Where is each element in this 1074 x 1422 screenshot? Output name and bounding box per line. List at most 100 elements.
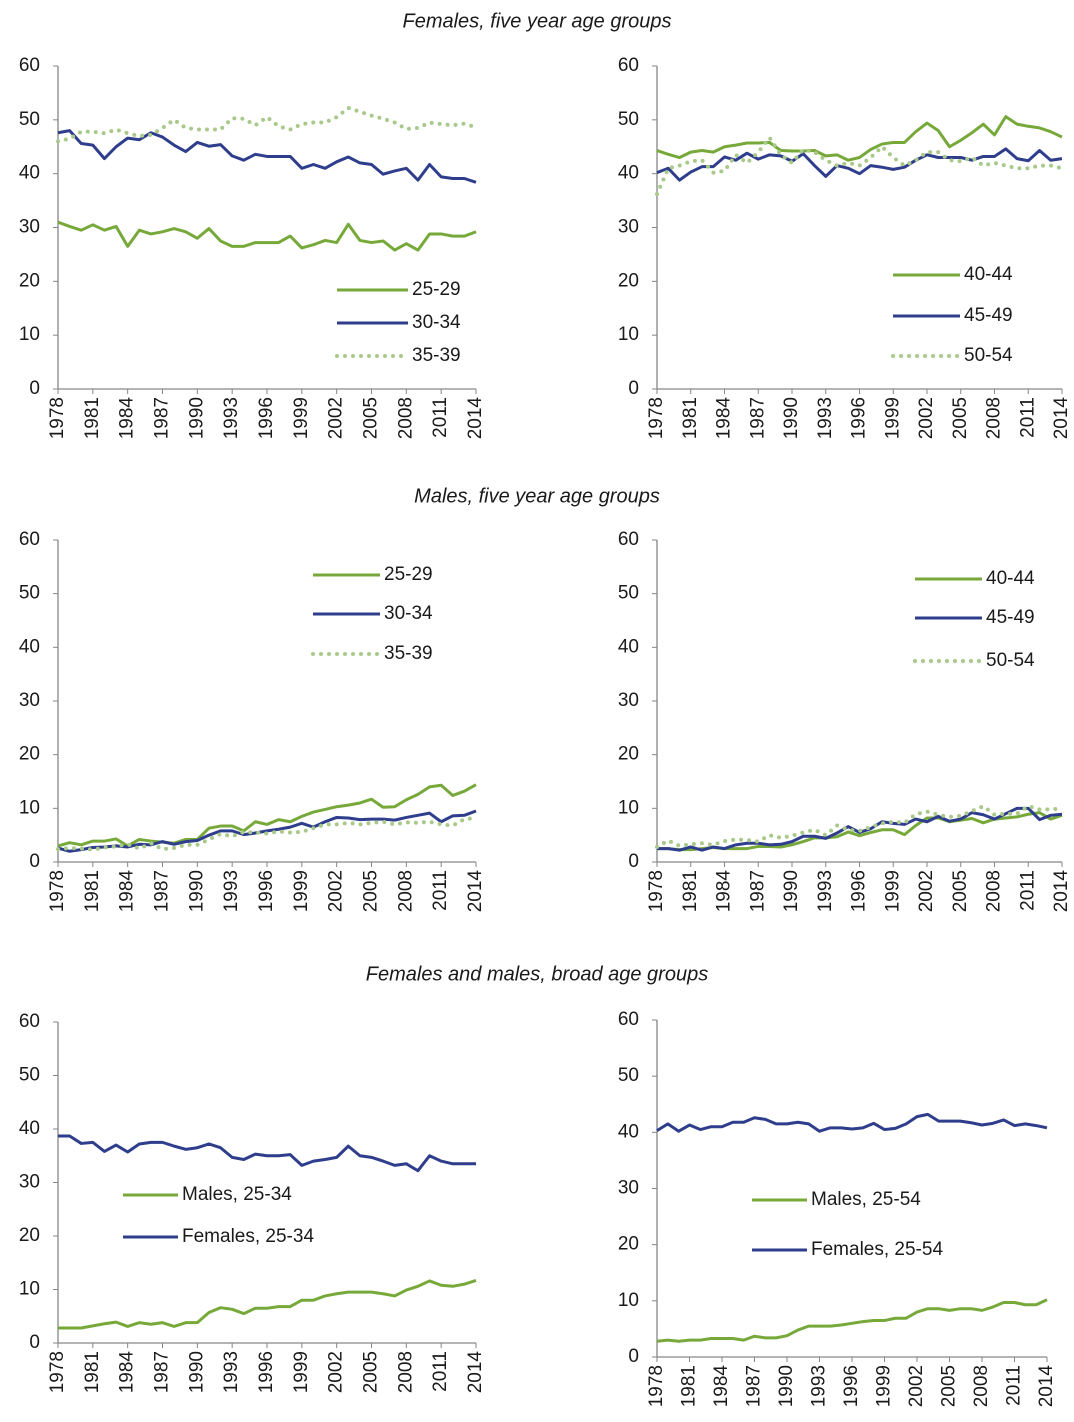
x-tick-label: 2011 bbox=[430, 870, 451, 911]
x-tick-label: 2002 bbox=[906, 1365, 927, 1407]
y-tick-label: 60 bbox=[19, 55, 40, 76]
series-line bbox=[656, 147, 1063, 182]
y-tick-label: 10 bbox=[618, 1290, 639, 1311]
legend-label: Females, 25-34 bbox=[182, 1226, 314, 1247]
legend-label: 30-34 bbox=[384, 603, 433, 624]
x-tick-label: 1981 bbox=[82, 870, 103, 912]
series-line bbox=[57, 809, 477, 853]
x-tick-label: 1993 bbox=[815, 870, 836, 912]
y-tick-label: 60 bbox=[618, 529, 639, 550]
x-tick-label: 2005 bbox=[939, 1365, 960, 1407]
x-tick-label: 2008 bbox=[971, 1365, 992, 1407]
series-line bbox=[655, 804, 1064, 849]
x-tick-label: 1999 bbox=[874, 1365, 895, 1407]
x-tick-label: 1978 bbox=[646, 870, 667, 912]
series-line bbox=[57, 220, 477, 252]
y-tick-label: 50 bbox=[19, 109, 40, 130]
x-tick-label: 2005 bbox=[361, 397, 382, 439]
legend-label: 35-39 bbox=[412, 345, 461, 366]
x-tick-label: 1999 bbox=[882, 397, 903, 439]
y-tick-label: 50 bbox=[618, 109, 639, 130]
y-tick-label: 60 bbox=[618, 1009, 639, 1030]
x-tick-label: 1978 bbox=[47, 397, 68, 439]
x-tick-label: 1987 bbox=[152, 397, 173, 439]
x-tick-label: 1987 bbox=[747, 397, 768, 439]
x-tick-label: 2008 bbox=[395, 870, 416, 912]
x-tick-label: 1981 bbox=[680, 397, 701, 439]
legend-label: 45-49 bbox=[986, 607, 1035, 628]
x-tick-label: 1981 bbox=[679, 1365, 700, 1407]
y-tick-label: 0 bbox=[29, 1332, 40, 1353]
x-tick-label: 1999 bbox=[291, 397, 312, 439]
section-title: Females and males, broad age groups bbox=[366, 963, 708, 985]
legend-label: 50-54 bbox=[964, 345, 1013, 366]
y-tick-label: 40 bbox=[19, 1118, 40, 1139]
x-tick-label: 1978 bbox=[47, 1351, 68, 1393]
y-tick-label: 30 bbox=[618, 1178, 639, 1199]
x-tick-label: 2002 bbox=[916, 870, 937, 912]
x-tick-label: 2002 bbox=[326, 397, 347, 439]
x-tick-label: 2011 bbox=[430, 1351, 451, 1392]
y-tick-label: 10 bbox=[618, 324, 639, 345]
legend-label: 40-44 bbox=[986, 568, 1035, 589]
legend-label: 30-34 bbox=[412, 312, 461, 333]
legend-label: 45-49 bbox=[964, 305, 1013, 326]
x-tick-label: 1984 bbox=[714, 397, 735, 440]
x-tick-label: 1990 bbox=[781, 397, 802, 439]
series-line bbox=[56, 105, 478, 144]
x-tick-label: 1984 bbox=[117, 1351, 138, 1394]
y-tick-label: 20 bbox=[618, 744, 639, 765]
x-tick-label: 1999 bbox=[882, 870, 903, 912]
y-tick-label: 40 bbox=[618, 1121, 639, 1142]
y-tick-label: 10 bbox=[19, 1279, 40, 1300]
x-tick-label: 2011 bbox=[1017, 870, 1038, 911]
x-tick-label: 1999 bbox=[291, 1351, 312, 1393]
section-title: Males, five year age groups bbox=[414, 485, 660, 507]
x-tick-label: 1981 bbox=[680, 870, 701, 912]
series-line bbox=[58, 1134, 476, 1173]
x-tick-label: 1996 bbox=[849, 870, 870, 912]
y-tick-label: 40 bbox=[19, 163, 40, 184]
x-tick-label: 1990 bbox=[186, 1351, 207, 1393]
series-line bbox=[56, 815, 478, 852]
y-tick-label: 30 bbox=[618, 217, 639, 238]
series-line bbox=[57, 129, 477, 184]
x-tick-label: 1984 bbox=[117, 397, 138, 440]
x-tick-label: 1984 bbox=[117, 870, 138, 913]
x-tick-label: 2014 bbox=[1051, 397, 1072, 440]
x-tick-label: 1993 bbox=[221, 870, 242, 912]
y-tick-label: 20 bbox=[618, 270, 639, 291]
x-tick-label: 1987 bbox=[152, 870, 173, 912]
x-tick-label: 1990 bbox=[186, 397, 207, 439]
x-tick-label: 1993 bbox=[221, 397, 242, 439]
legend-label: Males, 25-34 bbox=[182, 1184, 292, 1205]
y-tick-label: 50 bbox=[19, 583, 40, 604]
x-tick-label: 1978 bbox=[646, 397, 667, 439]
legend-label: 40-44 bbox=[964, 264, 1013, 285]
x-tick-label: 2011 bbox=[1004, 1365, 1025, 1406]
x-tick-label: 2005 bbox=[361, 870, 382, 912]
x-tick-label: 1990 bbox=[186, 870, 207, 912]
x-tick-label: 1993 bbox=[221, 1351, 242, 1393]
x-tick-label: 2005 bbox=[361, 1351, 382, 1393]
y-tick-label: 10 bbox=[19, 324, 40, 345]
y-tick-label: 30 bbox=[19, 217, 40, 238]
y-tick-label: 50 bbox=[618, 583, 639, 604]
x-tick-label: 1996 bbox=[849, 397, 870, 439]
x-tick-label: 1984 bbox=[714, 870, 735, 913]
x-tick-label: 2014 bbox=[1051, 870, 1072, 913]
x-tick-label: 1996 bbox=[256, 870, 277, 912]
x-tick-label: 2014 bbox=[465, 870, 486, 913]
x-tick-label: 1990 bbox=[781, 870, 802, 912]
series-line bbox=[655, 135, 1064, 197]
y-tick-label: 0 bbox=[628, 851, 639, 872]
x-tick-label: 2002 bbox=[326, 1351, 347, 1393]
y-tick-label: 60 bbox=[19, 529, 40, 550]
x-tick-label: 1984 bbox=[711, 1365, 732, 1408]
x-tick-label: 1978 bbox=[47, 870, 68, 912]
y-tick-label: 20 bbox=[19, 744, 40, 765]
y-tick-label: 40 bbox=[618, 636, 639, 657]
x-tick-label: 2005 bbox=[950, 870, 971, 912]
series-line bbox=[656, 1112, 1048, 1133]
y-tick-label: 30 bbox=[19, 1172, 40, 1193]
